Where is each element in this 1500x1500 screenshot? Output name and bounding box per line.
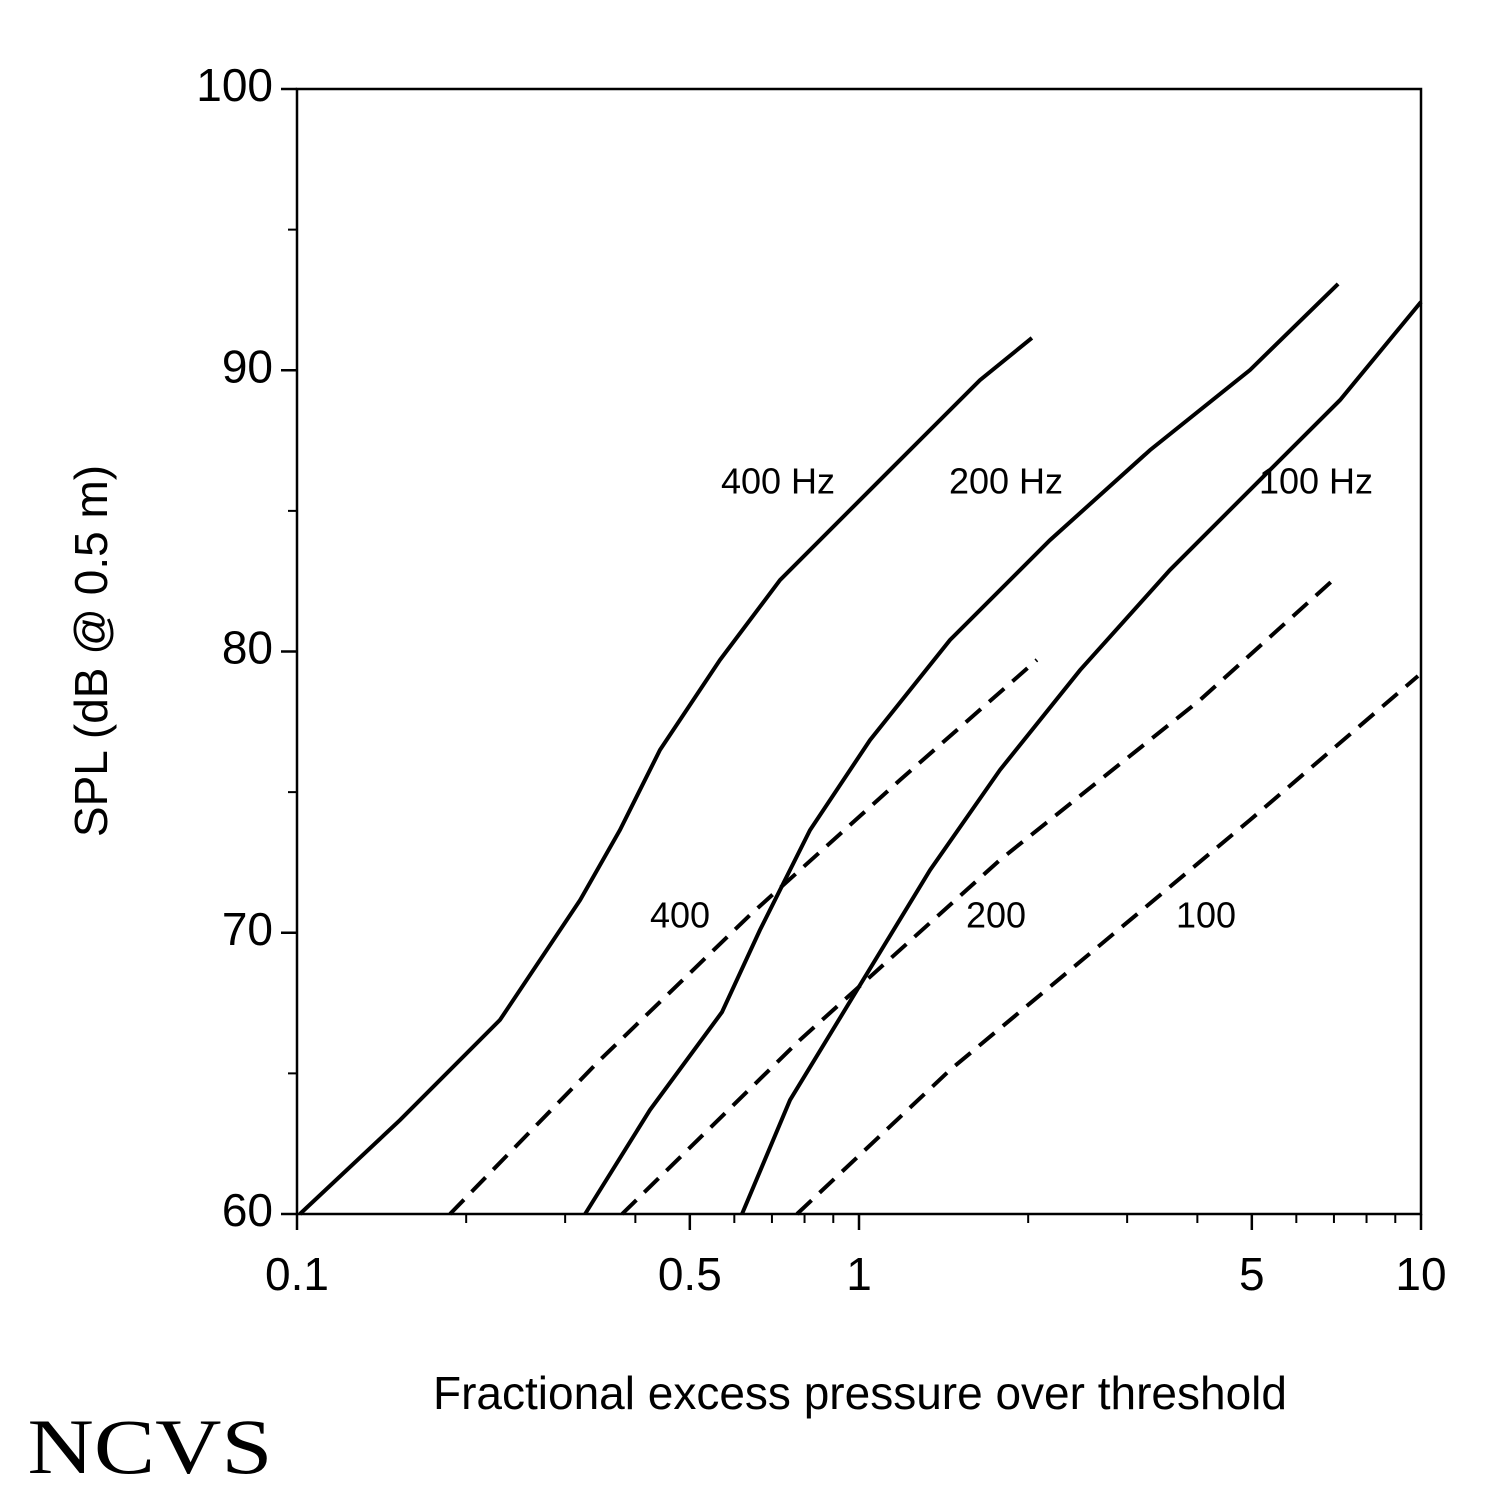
y-tick-label: 70	[222, 903, 273, 955]
series-label: 400	[650, 895, 710, 936]
y-tick-label: 90	[222, 340, 273, 392]
series-line	[620, 578, 1335, 1216]
x-tick-label: 1	[846, 1248, 872, 1300]
x-tick-label: 0.1	[265, 1248, 329, 1300]
y-tick-label: 60	[222, 1184, 273, 1236]
logo: NCVS	[28, 1403, 273, 1490]
series-label: 100 Hz	[1259, 461, 1373, 502]
series-line	[740, 300, 1423, 1215]
series-label: 200	[966, 895, 1026, 936]
y-tick-label: 100	[196, 59, 273, 111]
series-label: 200 Hz	[949, 461, 1063, 502]
x-tick-label: 5	[1239, 1248, 1265, 1300]
x-tick-label: 10	[1395, 1248, 1446, 1300]
series-label: 400 Hz	[721, 461, 835, 502]
series-label: 100	[1176, 895, 1236, 936]
series-line	[795, 674, 1420, 1216]
x-axis-label: Fractional excess pressure over threshol…	[433, 1367, 1287, 1419]
series-line	[583, 282, 1340, 1216]
series-line	[298, 336, 1034, 1216]
y-axis-label: SPL (dB @ 0.5 m)	[65, 465, 117, 837]
series-line	[448, 658, 1039, 1216]
y-tick-label: 80	[222, 622, 273, 674]
x-tick-label: 0.5	[658, 1248, 722, 1300]
